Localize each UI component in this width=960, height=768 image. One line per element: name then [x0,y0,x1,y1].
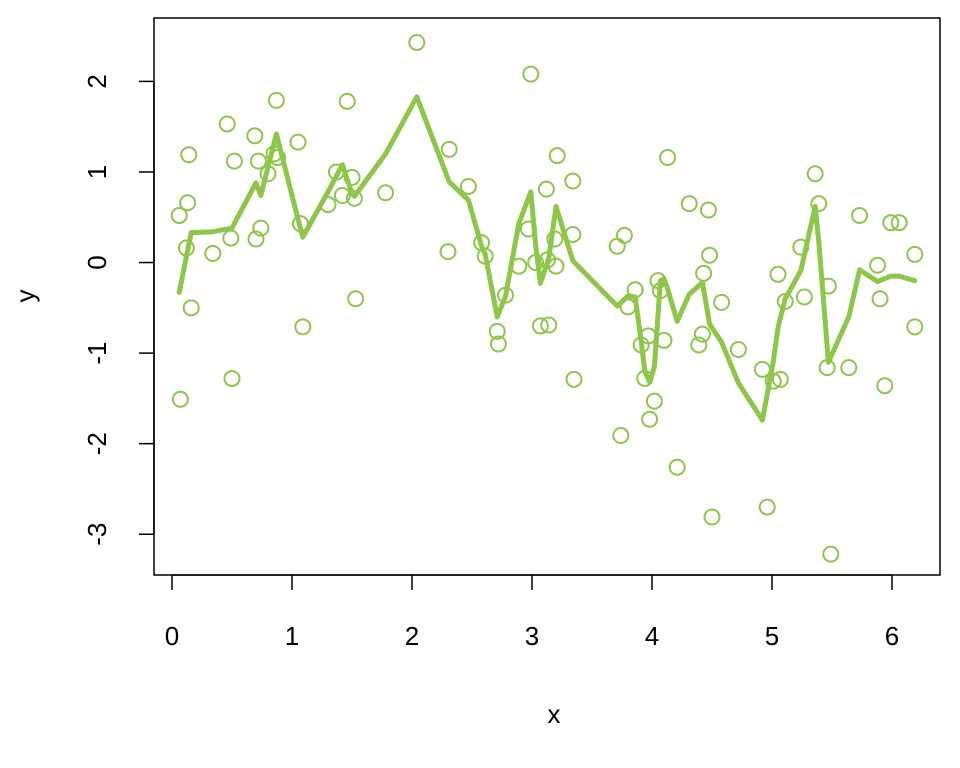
data-point [488,322,506,340]
data-point [204,244,222,262]
data-point [247,230,265,248]
data-point [345,189,363,207]
y-tick-label: -1 [82,342,112,365]
data-point [851,206,869,224]
data-point [771,370,789,388]
data-point [440,140,458,158]
data-point [548,147,566,165]
data-point [338,92,356,110]
data-point [408,33,426,51]
data-point [795,288,813,306]
data-point [876,377,894,395]
data-point [769,265,787,283]
data-point [869,256,887,274]
data-point [871,290,889,308]
y-axis-label: y [10,290,40,303]
data-point [252,219,270,237]
data-point [810,195,828,213]
data-point [347,290,365,308]
data-point [564,172,582,190]
x-tick-label: 3 [525,621,539,651]
data-point [840,359,858,377]
x-axis-label: x [548,699,561,729]
data-point [822,545,840,563]
data-point [489,335,507,353]
data-point [223,369,241,387]
data-point [222,229,240,247]
x-tick-label: 1 [285,621,299,651]
data-point [906,318,924,336]
x-tick-label: 6 [885,621,899,651]
x-tick-label: 5 [765,621,779,651]
data-point [701,246,719,264]
data-point [249,152,267,170]
data-point [693,325,711,343]
data-point [806,165,824,183]
data-point [289,133,307,151]
data-point [612,427,630,445]
data-point [537,180,555,198]
data-point [171,390,189,408]
data-point [753,360,771,378]
x-axis: 0 1 2 3 4 5 6 [165,574,899,651]
data-point [695,264,713,282]
data-point [294,318,312,336]
data-point [180,146,198,164]
data-point [531,317,549,335]
data-point [333,187,351,205]
y-axis: -3 -2 -1 0 1 2 [82,74,155,546]
y-tick-label: 1 [82,165,112,179]
data-point [615,226,633,244]
y-tick-label: 0 [82,255,112,269]
data-point [540,316,558,334]
scatter-points [170,33,924,563]
data-point [182,299,200,317]
y-tick-label: -2 [82,432,112,455]
data-point [690,336,708,354]
data-point [699,201,717,219]
data-point [713,293,731,311]
data-point [645,392,663,410]
trend-line [176,94,918,423]
data-point [246,127,264,145]
y-tick-label: 2 [82,74,112,88]
data-point [459,177,477,195]
data-point [906,245,924,263]
data-point [179,194,197,212]
data-point [882,214,900,232]
data-point [659,148,677,166]
data-point [890,214,908,232]
data-point [377,184,395,202]
data-point [522,65,540,83]
data-point [225,152,243,170]
x-tick-label: 0 [165,621,179,651]
data-point [267,91,285,109]
data-point [680,195,698,213]
x-tick-label: 4 [645,621,659,651]
data-point [729,340,747,358]
data-point [565,370,583,388]
y-tick-label: -3 [82,523,112,546]
data-point [641,410,659,428]
data-point [439,243,457,261]
data-point [218,115,236,133]
data-point [608,237,626,255]
x-tick-label: 2 [405,621,419,651]
trend-line-layer [176,94,918,423]
data-point [170,206,188,224]
data-point [703,508,721,526]
data-point [758,498,776,516]
data-point [668,458,686,476]
